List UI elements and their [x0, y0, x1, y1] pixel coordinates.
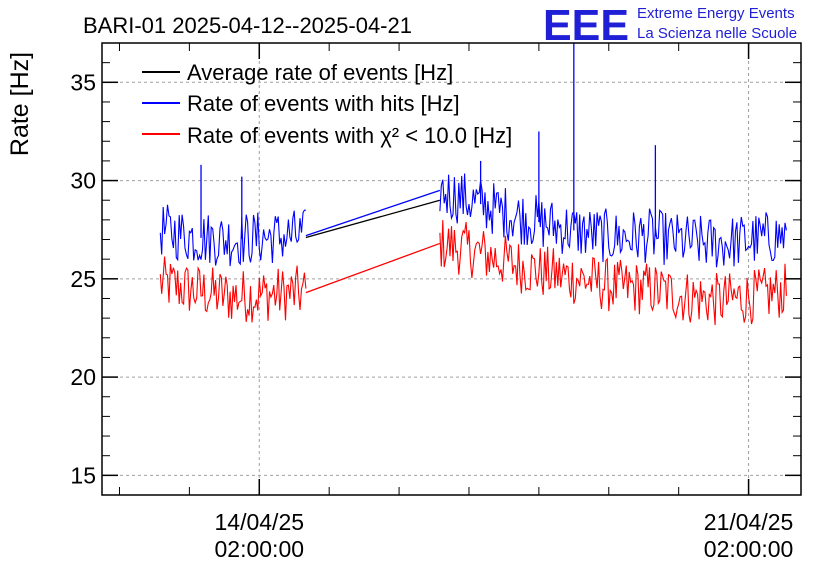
plot-frame: [101, 42, 802, 496]
y-tick-label: 25: [70, 266, 96, 292]
axes: 152025303514/04/2502:00:0021/04/2502:00:…: [70, 42, 801, 562]
series-hits-segment-1: [159, 204, 306, 267]
legend-label-average: Average rate of events [Hz]: [187, 60, 453, 85]
plot-area: [159, 43, 787, 326]
x-tick-label-time: 02:00:00: [215, 536, 305, 562]
y-tick-label: 15: [70, 462, 96, 488]
series-average-gap-line: [305, 199, 441, 239]
chart-title: BARI-01 2025-04-12--2025-04-21: [83, 13, 412, 38]
series-chi2-gap-line: [305, 242, 441, 294]
y-tick-label: 35: [70, 69, 96, 95]
grid: [102, 43, 801, 495]
series-hits-segment-2: [439, 173, 787, 268]
series-chi2-segment-2: [439, 220, 787, 326]
legend-label-hits: Rate of events with hits [Hz]: [187, 91, 460, 116]
org-subtitle: La Scienza nelle Scuole: [637, 25, 797, 42]
x-tick-label-date: 14/04/25: [215, 509, 305, 535]
x-tick-label-date: 21/04/25: [704, 509, 794, 535]
eee-logo-text: EEE: [543, 1, 629, 50]
y-axis-label: Rate [Hz]: [6, 52, 34, 156]
y-tick-label: 30: [70, 168, 96, 194]
legend: Average rate of events [Hz] Rate of even…: [142, 60, 512, 148]
x-tick-label-time: 02:00:00: [704, 536, 794, 562]
eee-logo: EEE Extreme Energy Events La Scienza nel…: [543, 1, 797, 50]
y-tick-label: 20: [70, 364, 96, 390]
series-chi2-segment-1: [159, 256, 307, 323]
legend-label-chi2: Rate of events with χ² < 10.0 [Hz]: [187, 123, 512, 148]
org-name: Extreme Energy Events: [637, 5, 795, 22]
series-hits-gap-line: [305, 189, 441, 237]
